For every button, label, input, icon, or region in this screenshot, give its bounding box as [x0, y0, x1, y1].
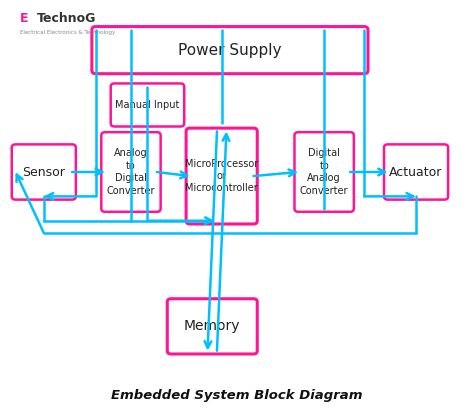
Text: Sensor: Sensor: [22, 166, 65, 178]
FancyBboxPatch shape: [101, 132, 161, 212]
Text: MicroProcessor
or
Microcontroller: MicroProcessor or Microcontroller: [185, 159, 258, 193]
FancyBboxPatch shape: [111, 83, 184, 126]
Text: Manual Input: Manual Input: [115, 100, 180, 110]
Text: Analog
to
Digital
Converter: Analog to Digital Converter: [107, 148, 155, 196]
FancyBboxPatch shape: [384, 144, 448, 200]
Text: E: E: [20, 11, 29, 25]
FancyBboxPatch shape: [167, 299, 257, 354]
Text: TechnoG: TechnoG: [36, 11, 96, 25]
Text: Electrical Electronics & Technology: Electrical Electronics & Technology: [20, 30, 116, 35]
FancyBboxPatch shape: [294, 132, 354, 212]
FancyBboxPatch shape: [92, 27, 368, 74]
Text: Embedded System Block Diagram: Embedded System Block Diagram: [111, 389, 363, 402]
Text: Digital
to
Analog
Converter: Digital to Analog Converter: [300, 148, 348, 196]
FancyBboxPatch shape: [186, 128, 257, 224]
Text: Memory: Memory: [184, 319, 240, 333]
FancyBboxPatch shape: [12, 144, 76, 200]
Text: Power Supply: Power Supply: [178, 43, 282, 58]
Text: Actuator: Actuator: [389, 166, 443, 178]
